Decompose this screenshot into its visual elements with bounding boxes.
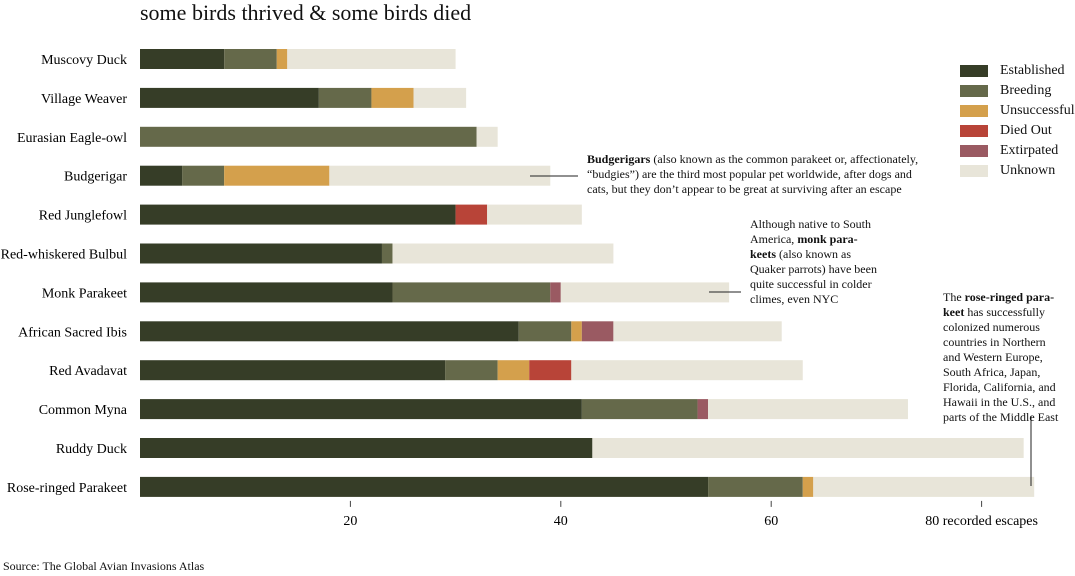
category-label: Budgerigar: [64, 170, 127, 185]
bar-segment-unknown: [329, 165, 551, 186]
bar-segment-extirpated: [550, 282, 561, 303]
bar-segment-established: [140, 243, 382, 264]
category-label: Ruddy Duck: [56, 442, 127, 457]
budgerigar-annotation-bold: Budgerigars: [587, 152, 651, 166]
bar-segment-unknown: [392, 243, 614, 264]
legend-swatch: [960, 125, 988, 137]
monk-annotation-bold: monk para-keets: [750, 232, 858, 261]
category-label: Eurasian Eagle-owl: [17, 131, 127, 146]
bar-segment-unsuccessful: [276, 49, 288, 69]
bars-group: [140, 49, 1035, 497]
bar-segment-established: [140, 87, 319, 108]
bar-segment-unsuccessful: [224, 165, 330, 186]
source-note: Source: The Global Avian Invasions Atlas: [3, 559, 205, 573]
x-tick-label: 40: [554, 514, 568, 529]
category-label: Village Weaver: [41, 92, 127, 107]
bar-segment-unknown: [813, 476, 1035, 497]
bar-segment-extirpated: [697, 399, 709, 420]
bar-segment-established: [140, 399, 582, 420]
bar-segment-unsuccessful: [802, 476, 814, 497]
bar-segment-unsuccessful: [571, 321, 582, 342]
category-label: Muscovy Duck: [41, 53, 127, 68]
bar-segment-established: [140, 438, 593, 458]
x-axis-ticks: 20 40 60 80 recorded escapes: [343, 500, 1038, 529]
legend-item-breeding: Breeding: [960, 81, 1075, 101]
bar-segment-breeding: [224, 49, 277, 69]
category-label: Red Avadavat: [49, 364, 127, 379]
budgerigar-annotation: Budgerigars (also known as the common pa…: [587, 152, 932, 197]
bar-segment-breeding: [182, 165, 225, 186]
x-tick-label: 20: [343, 514, 357, 529]
bar-segment-established: [140, 49, 225, 69]
bar-segment-unknown: [592, 438, 1024, 458]
chart-title: some birds thrived & some birds died: [140, 0, 472, 25]
bar-segment-died-out: [455, 204, 488, 225]
bar-segment-established: [140, 321, 519, 342]
rose-annotation: The rose-ringed para-keet has successful…: [943, 290, 1063, 425]
legend-label: Unknown: [1000, 163, 1056, 178]
category-label: Red Junglefowl: [39, 209, 127, 224]
legend: Established Breeding Unsuccessful Died Out E…: [960, 61, 1075, 181]
bar-segment-breeding: [518, 321, 572, 342]
bar-segment-breeding: [318, 87, 372, 108]
legend-item-died-out: Died Out: [960, 121, 1075, 141]
bar-segment-established: [140, 282, 393, 303]
legend-swatch: [960, 165, 988, 177]
bar-segment-breeding: [708, 476, 803, 497]
category-labels: Muscovy Duck Village Weaver Eurasian Eagle…: [1, 53, 128, 496]
bar-segment-extirpated: [581, 321, 614, 342]
bar-segment-breeding: [392, 282, 551, 303]
legend-item-established: Established: [960, 61, 1075, 81]
legend-label: Established: [1000, 63, 1065, 78]
bar-segment-breeding: [581, 399, 698, 420]
bar-segment-unknown: [560, 282, 730, 303]
rose-annotation-bold: rose-ringed para-keet: [943, 290, 1055, 319]
legend-swatch: [960, 145, 988, 157]
bar-segment-unknown: [708, 399, 908, 420]
legend-label: Extirpated: [1000, 143, 1059, 158]
bar-segment-established: [140, 165, 183, 186]
rose-annotation-pre: The: [943, 290, 965, 304]
rose-annotation-text: has successfully colonized numerous coun…: [943, 305, 1059, 424]
annotation-leaders: [530, 175, 1032, 486]
bar-segment-unsuccessful: [371, 87, 414, 108]
bar-segment-breeding: [445, 360, 498, 381]
category-label: Red-whiskered Bulbul: [1, 248, 127, 263]
bar-segment-established: [140, 360, 446, 381]
monk-annotation: Although native to South America, monk p…: [750, 217, 882, 307]
legend-item-unknown: Unknown: [960, 161, 1075, 181]
bar-segment-established: [140, 204, 456, 225]
category-label: Rose-ringed Parakeet: [7, 481, 127, 496]
legend-swatch: [960, 85, 988, 97]
legend-item-extirpated: Extirpated: [960, 141, 1075, 161]
bar-segment-unknown: [571, 360, 803, 381]
x-tick-label: 80 recorded escapes: [925, 514, 1038, 529]
bar-segment-unsuccessful: [497, 360, 530, 381]
bar-segment-died-out: [529, 360, 572, 381]
budgerigar-annotation-text: (also known as the common parakeet or, a…: [587, 152, 919, 196]
category-label: African Sacred Ibis: [18, 325, 127, 340]
legend-item-unsuccessful: Unsuccessful: [960, 101, 1075, 121]
legend-label: Died Out: [1000, 123, 1052, 138]
monk-annotation-text: (also known as Quaker parrots) have been…: [750, 247, 877, 306]
monk-annotation-pre: Although native to South America,: [750, 217, 871, 246]
bar-segment-unknown: [487, 204, 582, 225]
bar-segment-unknown: [476, 126, 498, 147]
legend-swatch: [960, 105, 988, 117]
category-label: Common Myna: [39, 403, 128, 418]
legend-swatch: [960, 65, 988, 77]
bar-segment-breeding: [381, 243, 393, 264]
bar-segment-unknown: [613, 321, 782, 342]
legend-label: Breeding: [1000, 83, 1052, 98]
bar-segment-unknown: [287, 49, 456, 69]
bar-segment-breeding: [140, 126, 477, 147]
legend-label: Unsuccessful: [1000, 103, 1075, 118]
category-label: Monk Parakeet: [42, 286, 127, 301]
bar-segment-unknown: [413, 87, 467, 108]
x-tick-label: 60: [764, 514, 778, 529]
bar-segment-established: [140, 476, 709, 497]
